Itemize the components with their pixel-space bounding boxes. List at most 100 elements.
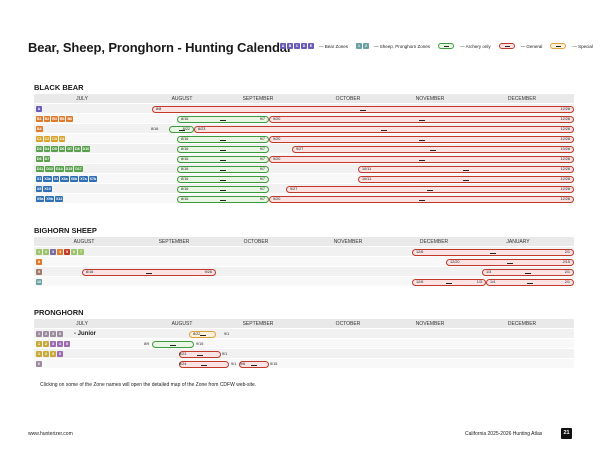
zone-link[interactable]: 6 (71, 249, 77, 255)
arrow-icon (178, 130, 185, 131)
zone-link[interactable]: D14 (55, 166, 64, 172)
month-label: NOVEMBER (415, 321, 445, 327)
zone-list: X8 X10 (36, 186, 52, 192)
zone-link[interactable]: D12 (45, 166, 54, 172)
zone-link[interactable]: D11 (36, 166, 45, 172)
zone-link[interactable]: 5 (64, 341, 70, 347)
zone-link[interactable]: 10 (36, 279, 42, 285)
zone-link[interactable]: D6 (58, 146, 66, 152)
zone-link[interactable]: X8 (36, 186, 43, 192)
season-end-date: 10/26 (560, 147, 570, 151)
season-end-date: 12/28 (560, 177, 570, 181)
month-label: DECEMBER (507, 96, 537, 102)
pronghorn-title: PRONGHORN (34, 308, 84, 317)
season-start-date: 1/4 (490, 280, 496, 284)
zone-link[interactable]: A (36, 106, 42, 112)
season-date: 9/15 (270, 362, 278, 366)
zone-link[interactable]: D8 (74, 146, 81, 152)
footer-atlas-title: California 2025-2026 Hunting Atlas (465, 431, 543, 437)
general-season-bar: 12/6 2/1 (412, 249, 574, 256)
zone-link[interactable]: B6 (66, 116, 74, 122)
zone-link[interactable]: X3a (43, 176, 52, 182)
special-legend-label: — Special (572, 43, 593, 49)
month-label: DECEMBER (419, 239, 449, 245)
zone-link[interactable]: B3 (51, 116, 58, 122)
zone-link[interactable]: 1 (36, 331, 42, 337)
zone-link[interactable]: C1 (36, 136, 43, 142)
zone-link[interactable]: 9 (36, 269, 42, 275)
zone-link[interactable]: B1 (36, 116, 43, 122)
archery-legend-swatch (438, 43, 455, 49)
zone-link[interactable]: 7 (78, 249, 84, 255)
zone-chip: E (308, 43, 314, 49)
zone-link[interactable]: 8 (36, 259, 42, 265)
zone-link[interactable]: B2 (43, 116, 51, 122)
zone-link[interactable]: 1 (36, 249, 42, 255)
season-date: 9/15 (196, 342, 204, 346)
zone-link[interactable]: 3 (50, 331, 56, 337)
season-end-date: 9/7 (259, 177, 265, 181)
zone-link[interactable]: X4 (52, 176, 60, 182)
zone-link[interactable]: 2 (43, 331, 49, 337)
zone-link[interactable]: 3 (50, 341, 56, 347)
zone-link[interactable]: D7 (66, 146, 74, 152)
zone-link[interactable]: 3 (50, 351, 56, 357)
zone-link[interactable]: 6 (36, 361, 42, 367)
zone-link[interactable]: 1 (36, 341, 42, 347)
archery-season-bar (152, 341, 194, 348)
zone-link[interactable]: D5 (51, 146, 58, 152)
zone-link[interactable]: D15 (64, 166, 74, 172)
zone-link[interactable]: B5 (58, 116, 66, 122)
calendar-row: D3 D4 D5 D6 D7 D8 D10 8/16 9/7 9/27 10/26 (34, 143, 574, 153)
zone-link[interactable]: X10 (43, 186, 52, 192)
zone-link[interactable]: X1 (36, 176, 43, 182)
arrow-icon (220, 160, 226, 161)
season-end-date: 12/28 (560, 137, 570, 141)
zone-link[interactable]: D3 (36, 146, 43, 152)
month-label: NOVEMBER (333, 239, 363, 245)
general-legend-swatch (498, 43, 515, 49)
zone-link[interactable]: 2 (43, 249, 49, 255)
zone-link[interactable]: B4 (36, 126, 43, 132)
zone-link[interactable]: D10 (81, 146, 91, 152)
zone-link[interactable]: X9a (36, 196, 45, 202)
general-legend-label: — General (520, 43, 543, 49)
zone-link[interactable]: D6 (36, 156, 43, 162)
arrow-icon (418, 140, 425, 141)
season-date: 9/1 (222, 352, 228, 356)
zone-link[interactable]: 1 (36, 351, 42, 357)
zone-link[interactable]: X7a (79, 176, 88, 182)
season-start-date: 8/16 (86, 270, 94, 274)
zone-link[interactable]: 4 (57, 341, 63, 347)
season-end-date: 9/7 (259, 147, 265, 151)
zone-link[interactable]: X6a (60, 176, 69, 182)
zone-link[interactable]: 5 (57, 351, 63, 357)
arrow-icon (197, 355, 203, 356)
month-label: OCTOBER (335, 96, 361, 102)
zone-list: D3 D4 D5 D6 D7 D8 D10 (36, 146, 91, 152)
zone-link[interactable]: 5 (64, 249, 70, 255)
zone-link[interactable]: 3 (50, 249, 56, 255)
zone-link[interactable]: D4 (43, 146, 51, 152)
zone-link[interactable]: C2 (43, 136, 51, 142)
zone-link[interactable]: 4 (57, 249, 63, 255)
zone-link[interactable]: C4 (58, 136, 66, 142)
zone-link[interactable]: X12 (55, 196, 64, 202)
season-end-date: 9/7 (259, 167, 265, 171)
zone-link[interactable]: X6b (69, 176, 79, 182)
zone-link[interactable]: 2 (43, 351, 49, 357)
zone-link[interactable]: 6 (57, 331, 63, 337)
zone-link[interactable]: C3 (51, 136, 58, 142)
zone-link[interactable]: X7b (88, 176, 98, 182)
season-date: 8/9 (144, 342, 150, 346)
footer-website[interactable]: www.hunterizer.com (28, 431, 73, 437)
zone-link[interactable]: D17 (74, 166, 83, 172)
zone-link[interactable]: 2 (43, 341, 49, 347)
season-end-date: 1/3 (476, 280, 482, 284)
season-start-date: 8/16 (181, 147, 189, 151)
zone-link[interactable]: X9b (45, 196, 54, 202)
arrow-icon (490, 253, 496, 254)
zone-link[interactable]: D7 (43, 156, 51, 162)
